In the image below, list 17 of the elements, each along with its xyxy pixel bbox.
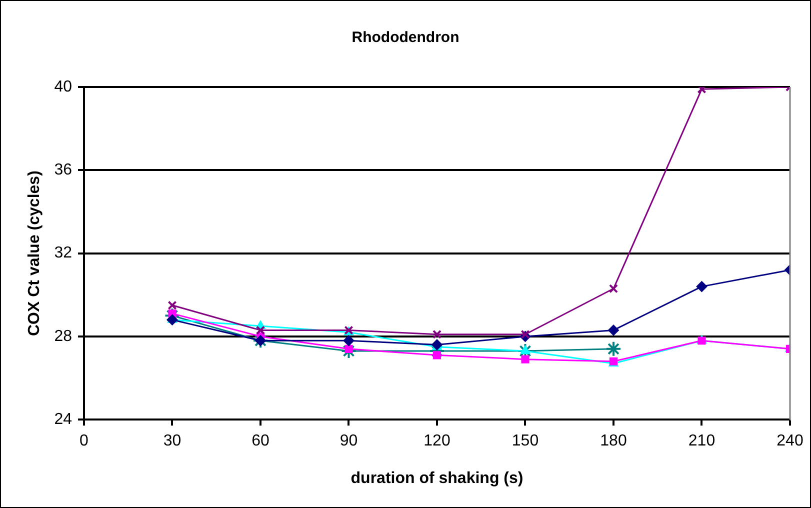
x-tick-label: 60 [252, 432, 270, 450]
y-tick-label: 40 [54, 78, 72, 96]
x-tick-label: 120 [424, 432, 450, 450]
x-tick-label: 150 [512, 432, 539, 450]
y-tick-label: 32 [54, 244, 72, 262]
y-tick-label: 24 [54, 411, 72, 428]
y-tick-label: 28 [54, 328, 72, 345]
x-tick-label: 180 [600, 432, 627, 450]
x-tick-label: 30 [163, 432, 182, 450]
y-axis-title: COX Ct value (cycles) [26, 170, 44, 336]
x-axis-title: duration of shaking (s) [350, 470, 524, 487]
x-tick-label: 240 [776, 432, 804, 450]
x-tick-label: 210 [688, 432, 716, 450]
x-tick-label: 0 [80, 432, 89, 450]
y-tick-label: 36 [54, 162, 72, 179]
chart-title: Rhododendron [352, 29, 460, 46]
x-tick-label: 90 [340, 432, 358, 450]
